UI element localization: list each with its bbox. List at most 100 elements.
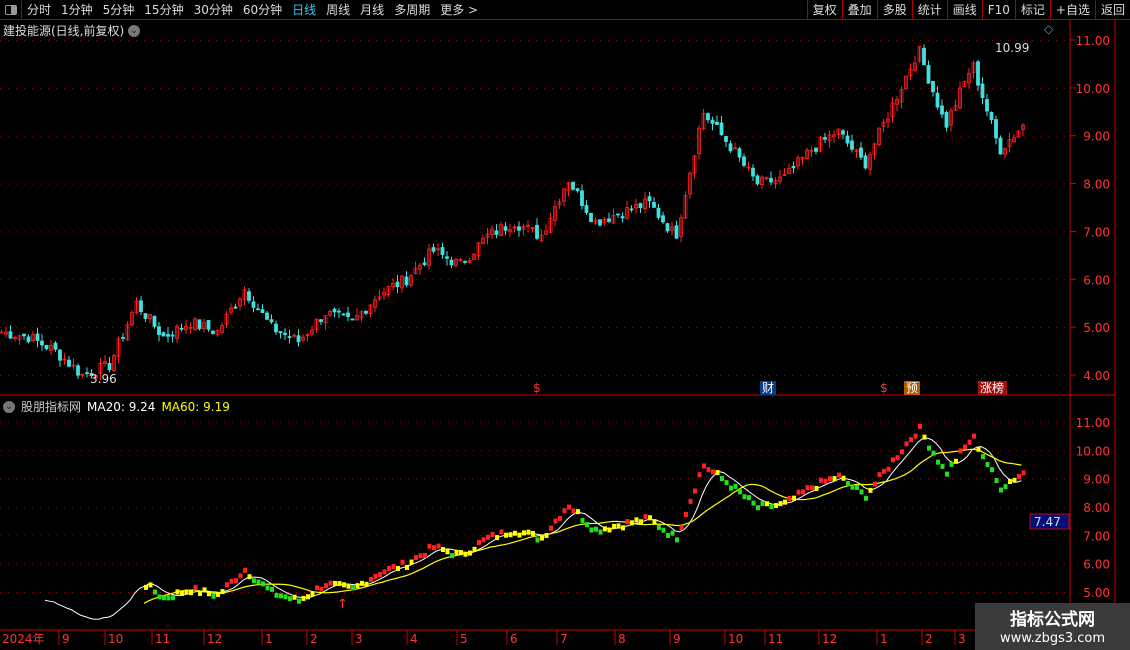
chevron-down-icon[interactable]: ⌄ xyxy=(128,24,141,37)
grid-dot xyxy=(144,40,145,41)
chevron-down-icon[interactable]: ⌄ xyxy=(3,400,15,413)
grid-dot xyxy=(488,231,489,233)
grid-dot xyxy=(1040,478,1041,480)
event-marker[interactable]: 预 xyxy=(906,381,918,395)
grid-dot xyxy=(584,231,585,233)
grid-dot xyxy=(376,563,377,565)
grid-dot xyxy=(856,375,857,376)
grid-dot xyxy=(72,535,73,537)
grid-dot xyxy=(416,592,417,593)
grid-dot xyxy=(784,87,785,89)
toolbar-button[interactable]: 返回 xyxy=(1094,0,1130,20)
grid-dot xyxy=(704,422,705,423)
period-tab[interactable]: 分时 xyxy=(27,3,52,17)
grid-dot xyxy=(112,327,113,329)
toolbar-button[interactable]: +自选 xyxy=(1049,0,1095,20)
toolbar-button[interactable]: 画线 xyxy=(946,0,982,20)
grid-dot xyxy=(456,478,457,480)
grid-dot xyxy=(376,40,377,41)
grid-dot xyxy=(560,279,561,281)
grid-dot xyxy=(296,375,297,376)
grid-dot xyxy=(960,135,961,137)
grid-dot xyxy=(352,327,353,329)
period-tab[interactable]: 15分钟 xyxy=(144,3,184,17)
grid-dot xyxy=(800,135,801,137)
candle xyxy=(791,165,796,169)
grid-dot xyxy=(192,279,193,281)
grid-dot xyxy=(760,327,761,329)
period-tab[interactable]: 多周期 xyxy=(394,3,431,17)
toolbar-button[interactable]: 统计 xyxy=(911,0,947,20)
grid-dot xyxy=(416,375,417,376)
grid-dot xyxy=(416,563,417,565)
toolbar-button[interactable]: 叠加 xyxy=(841,0,877,20)
period-tab[interactable]: 更多 > xyxy=(440,3,479,17)
grid-dot xyxy=(120,183,121,185)
diamond-icon[interactable]: ◇ xyxy=(1044,22,1054,36)
toolbar-button[interactable]: 标记 xyxy=(1014,0,1050,20)
grid-dot xyxy=(192,478,193,480)
event-marker[interactable]: 涨榜 xyxy=(980,380,1004,395)
period-tab[interactable]: 5分钟 xyxy=(102,3,135,17)
candle xyxy=(814,147,818,152)
grid-dot xyxy=(96,478,97,480)
grid-dot xyxy=(536,87,537,89)
signal-bar xyxy=(864,495,868,501)
toolbar-button[interactable]: 复权 xyxy=(806,0,842,20)
signal-bar xyxy=(189,590,193,596)
grid-dot xyxy=(968,279,969,281)
ind-tick-label: 7.00 xyxy=(1083,529,1110,543)
period-tab[interactable]: 30分钟 xyxy=(193,3,233,17)
period-tab[interactable]: 60分钟 xyxy=(242,3,283,17)
grid-dot xyxy=(800,40,801,41)
event-marker[interactable]: $ xyxy=(880,381,888,395)
grid-dot xyxy=(688,327,689,329)
grid-dot xyxy=(32,478,33,480)
signal-bar xyxy=(144,584,148,590)
grid-dot xyxy=(576,450,577,452)
grid-dot xyxy=(16,135,17,137)
grid-dot xyxy=(480,327,481,329)
period-tab[interactable]: 月线 xyxy=(360,3,385,17)
period-tab[interactable]: 日线 xyxy=(292,3,317,17)
grid-dot xyxy=(864,478,865,480)
grid-dot xyxy=(96,279,97,281)
grid-dot xyxy=(104,563,105,565)
candle xyxy=(544,230,548,235)
grid-dot xyxy=(0,40,1,41)
grid-dot xyxy=(976,279,977,281)
event-marker[interactable]: 财 xyxy=(762,381,774,395)
signal-bar xyxy=(247,574,252,580)
grid-dot xyxy=(288,535,289,537)
grid-dot xyxy=(736,375,737,376)
signal-bar xyxy=(679,525,684,531)
grid-dot xyxy=(216,327,217,329)
grid-dot xyxy=(968,183,969,185)
signal-bar xyxy=(495,535,499,541)
grid-dot xyxy=(248,327,249,329)
grid-dot xyxy=(800,279,801,281)
grid-dot xyxy=(296,40,297,41)
toolbar-button[interactable]: F10 xyxy=(981,0,1015,20)
grid-dot xyxy=(912,507,913,508)
grid-dot xyxy=(144,183,145,185)
grid-dot xyxy=(360,507,361,508)
period-tab[interactable]: 1分钟 xyxy=(61,3,93,17)
grid-dot xyxy=(752,422,753,423)
candle xyxy=(413,267,418,275)
grid-dot xyxy=(864,279,865,281)
grid-dot xyxy=(1048,563,1049,565)
panel-toggle-icon[interactable] xyxy=(0,0,22,20)
grid-dot xyxy=(728,231,729,233)
grid-dot xyxy=(448,592,449,593)
grid-dot xyxy=(784,478,785,480)
candle xyxy=(382,291,386,296)
candle xyxy=(634,204,638,209)
candle xyxy=(589,213,593,222)
toolbar-button[interactable]: 多股 xyxy=(876,0,912,20)
grid-dot xyxy=(216,87,217,89)
event-marker[interactable]: $ xyxy=(533,381,541,395)
period-tab[interactable]: 周线 xyxy=(326,3,351,17)
grid-dot xyxy=(472,183,473,185)
